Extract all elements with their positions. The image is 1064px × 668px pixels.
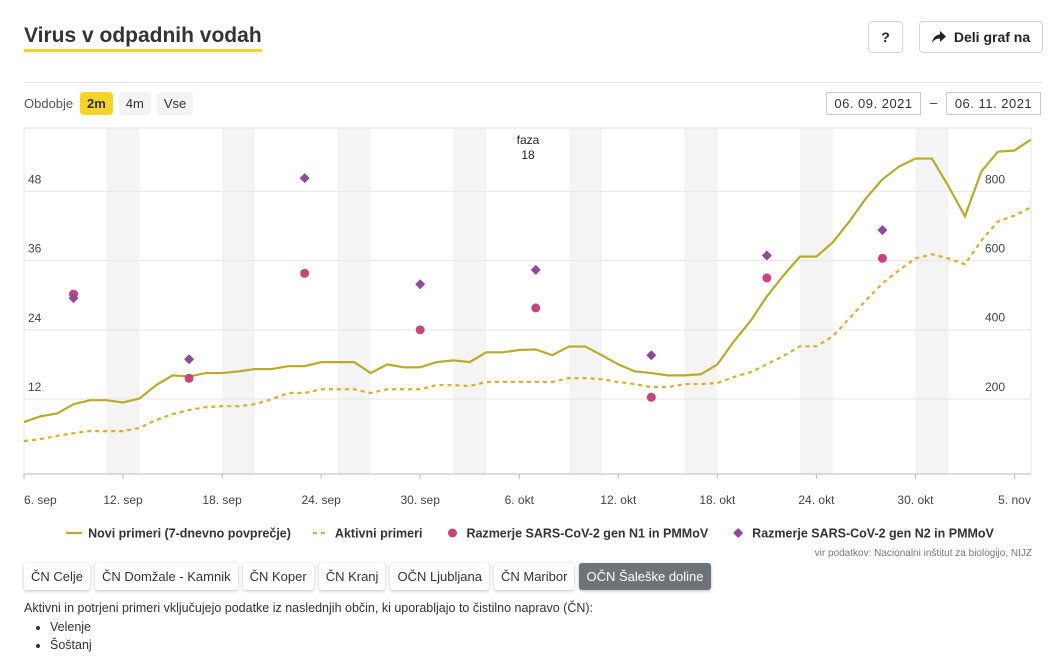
- phase-label: faza: [517, 133, 540, 147]
- x-tick-label: 5. nov: [998, 493, 1031, 507]
- scatter-point: [184, 373, 194, 383]
- share-button[interactable]: Deli graf na: [919, 21, 1043, 53]
- plant-tab[interactable]: ČN Kranj: [318, 563, 386, 590]
- scatter-point: [646, 350, 657, 361]
- title: Virus v odpadnih vodah: [24, 24, 262, 52]
- legend: Novi primeri (7-dnevno povprečje) Aktivni…: [66, 527, 995, 541]
- plant-tab[interactable]: ČN Domžale - Kamnik: [95, 563, 238, 590]
- scatter-point: [68, 293, 79, 304]
- period-pills: 2m 4m Vse: [80, 92, 194, 115]
- source: vir podatkov: Nacionalni inštitut za bio…: [814, 548, 1032, 559]
- x-tick-label: 18. okt: [699, 493, 736, 507]
- scatter-point: [531, 303, 541, 313]
- share-icon: [931, 31, 946, 43]
- series-line: [23, 138, 1032, 424]
- x-tick-label: 18. sep: [202, 493, 242, 507]
- plant-tabs: ČN Celje ČN Domžale - Kamnik ČN Koper ČN Kr…: [24, 563, 711, 590]
- plant-tab[interactable]: ČN Koper: [242, 563, 314, 590]
- legend-label: Novi primeri (7-dnevno povprečje): [88, 527, 291, 541]
- scatter-point: [530, 264, 541, 275]
- legend-item: Novi primeri (7-dnevno povprečje): [66, 527, 291, 541]
- plant-tab[interactable]: ČN Maribor: [493, 563, 575, 590]
- scatter-point: [877, 253, 887, 263]
- legend-item: Razmerje SARS-CoV-2 gen N1 in PMMoV: [447, 527, 709, 541]
- weekend-band: [337, 128, 371, 474]
- date-separator: –: [930, 95, 938, 110]
- scatter-point: [415, 279, 426, 290]
- series-line: [23, 206, 1032, 443]
- y2-tick-label: 200: [985, 380, 1005, 394]
- period-pill[interactable]: 4m: [118, 92, 151, 115]
- scatter-point: [415, 325, 425, 335]
- date-to[interactable]: 06. 11. 2021: [946, 92, 1041, 115]
- divider: [24, 82, 1042, 83]
- scatter-point: [762, 273, 772, 283]
- scatter-point: [184, 354, 195, 365]
- legend-label: Razmerje SARS-CoV-2 gen N2 in PMMoV: [752, 527, 994, 541]
- plant-tab[interactable]: OČN Ljubljana: [390, 563, 489, 590]
- scatter-point: [646, 392, 656, 402]
- weekend-band: [915, 128, 949, 474]
- share-label: Deli graf na: [953, 29, 1031, 45]
- y-tick-label: 12: [28, 380, 42, 394]
- x-tick-label: 24. sep: [301, 493, 341, 507]
- note: Aktivni in potrjeni primeri vključujejo …: [24, 601, 594, 615]
- scatter-point: [299, 173, 310, 184]
- y2-tick-label: 600: [985, 242, 1005, 256]
- x-tick-label: 6. okt: [505, 493, 535, 507]
- weekend-band: [684, 128, 718, 474]
- x-tick-label: 6. sep: [24, 493, 57, 507]
- weekend-band: [453, 128, 487, 474]
- plant-tab[interactable]: OČN Šaleške doline: [579, 563, 711, 590]
- legend-item: Aktivni primeri: [312, 527, 423, 541]
- weekend-band: [799, 128, 833, 474]
- y2-tick-label: 400: [985, 311, 1005, 325]
- period-pill[interactable]: 2m: [80, 92, 113, 115]
- x-tick-label: 24. okt: [798, 493, 835, 507]
- x-tick-label: 30. okt: [897, 493, 934, 507]
- municipality-list: VelenjeŠoštanj: [24, 618, 92, 654]
- scatter-point: [877, 225, 888, 236]
- municipality: Velenje: [50, 618, 92, 636]
- y2-tick-label: 800: [985, 172, 1005, 186]
- x-tick-label: 30. sep: [401, 493, 441, 507]
- help-button[interactable]: ?: [868, 21, 903, 53]
- weekend-band: [568, 128, 602, 474]
- weekend-band: [222, 128, 256, 474]
- x-tick-label: 12. okt: [600, 493, 637, 507]
- plant-tab[interactable]: ČN Celje: [24, 563, 91, 590]
- plot-frame: [23, 127, 1032, 475]
- y-tick-label: 36: [28, 242, 42, 256]
- weekend-band: [106, 128, 140, 474]
- legend-marker: [447, 528, 457, 538]
- scatter-point: [761, 250, 772, 261]
- period-pill[interactable]: Vse: [156, 92, 194, 115]
- legend-label: Razmerje SARS-CoV-2 gen N1 in PMMoV: [466, 527, 708, 541]
- period-label: Obdobje: [24, 96, 74, 111]
- legend-item: Razmerje SARS-CoV-2 gen N2 in PMMoV: [733, 527, 995, 541]
- municipality: Šoštanj: [50, 636, 92, 654]
- legend-label: Aktivni primeri: [335, 527, 423, 541]
- phase-number: 18: [521, 148, 535, 162]
- y-tick-label: 24: [28, 311, 42, 325]
- chart: 12 24 36 48 200 400 600 800 6. sep 12. sep 18. sep…: [23, 127, 1032, 541]
- date-from[interactable]: 06. 09. 2021: [826, 92, 921, 115]
- legend-marker: [733, 528, 744, 538]
- scatter-point: [300, 268, 310, 278]
- y-tick-label: 48: [28, 172, 42, 186]
- x-tick-label: 12. sep: [103, 493, 143, 507]
